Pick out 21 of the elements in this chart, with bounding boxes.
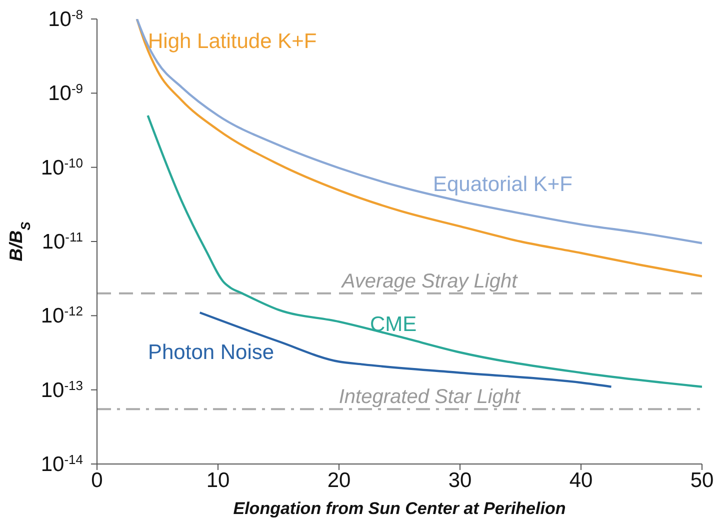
y-tick-label: 10$^{-11}$ bbox=[42, 229, 83, 254]
x-tick-label: 10 bbox=[206, 468, 230, 492]
y-tick-label: 10$^{-8}$ bbox=[48, 6, 83, 31]
series-label: Photon Noise bbox=[148, 341, 274, 365]
y-tick-label: 10$^{-9}$ bbox=[48, 80, 83, 106]
x-tick-label: 30 bbox=[448, 468, 472, 492]
x-tick-label: 20 bbox=[327, 468, 351, 492]
series-label: High Latitude K+F bbox=[148, 30, 317, 54]
y-tick-label: 10$^{-10}$ bbox=[40, 154, 83, 180]
series-label: CME bbox=[370, 313, 417, 337]
x-axis-title: Elongation from Sun Center at Perihelion bbox=[233, 499, 566, 518]
y-tick-label: 10$^{-12}$ bbox=[40, 303, 83, 328]
x-tick-label: 50 bbox=[690, 468, 714, 492]
x-tick-label: 0 bbox=[91, 468, 103, 492]
ref-line-label: Average Stray Light bbox=[340, 270, 519, 292]
series-label: Equatorial K+F bbox=[433, 173, 572, 197]
y-tick-label: 10$^{-14}$ bbox=[40, 452, 83, 476]
x-tick-label: 40 bbox=[569, 468, 593, 492]
y-tick-label: 10$^{-13}$ bbox=[40, 377, 83, 402]
ref-line-label: Integrated Star Light bbox=[338, 386, 522, 408]
line-series bbox=[146, 114, 702, 388]
